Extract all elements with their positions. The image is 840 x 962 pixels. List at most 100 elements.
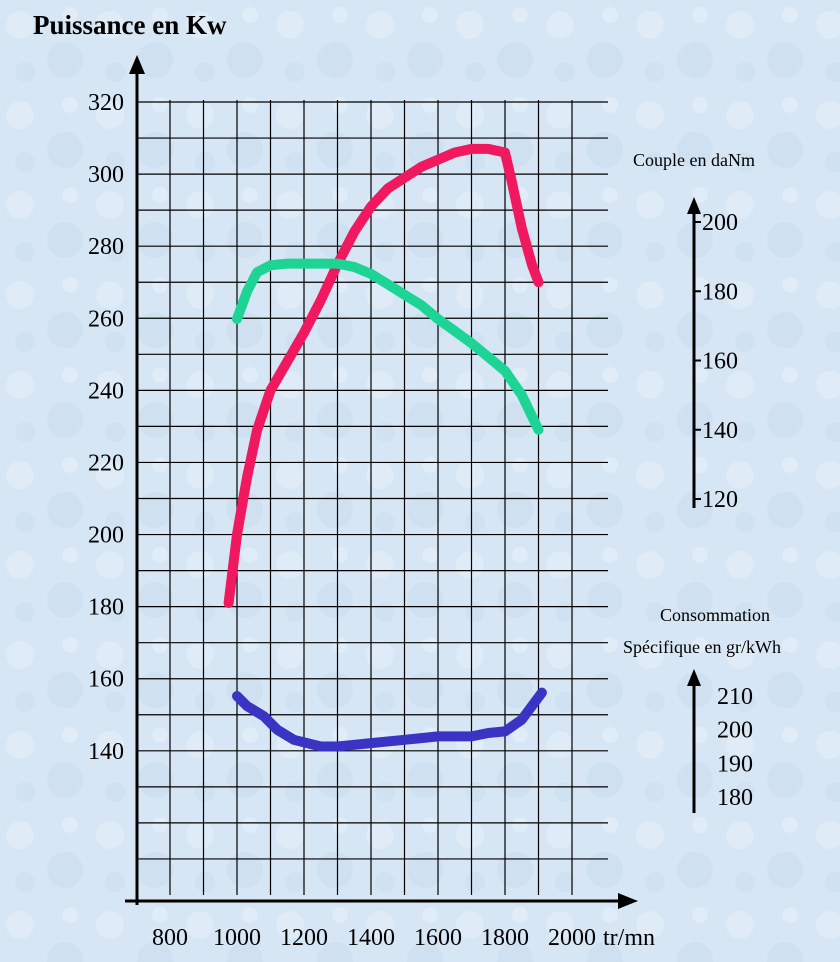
power-series-point: [437, 159, 439, 161]
consumption-series-point: [487, 732, 489, 734]
torque-tick-label: 180: [702, 279, 738, 305]
left-tick-label: 260: [88, 306, 124, 332]
consumption-tick-label: 190: [717, 751, 753, 777]
torque-series-point: [538, 429, 539, 431]
consumption-series-line: [232, 687, 547, 752]
consumption-series-point: [454, 735, 456, 737]
x-tick-label: 2000: [548, 925, 596, 951]
x-axis-arrow: [618, 893, 638, 909]
x-tick-label: 1000: [213, 925, 261, 951]
power-series-point: [246, 476, 248, 478]
consumption-series-point: [353, 744, 355, 746]
x-tick-label: 1600: [414, 925, 462, 951]
consumption-series-point: [246, 705, 248, 707]
series-lines: [223, 143, 547, 752]
power-series-point: [521, 227, 523, 229]
torque-series-point: [454, 330, 456, 332]
torque-series-point: [303, 263, 305, 265]
consumption-axis-title-line1: Consommation: [660, 605, 770, 625]
power-series-point: [504, 151, 506, 153]
consumption-series-point: [370, 742, 372, 744]
torque-series-point: [437, 318, 439, 320]
torque-series-point: [270, 264, 271, 266]
torque-series-point: [387, 283, 389, 285]
torque-series-point: [504, 370, 506, 372]
consumption-series-point: [541, 692, 543, 694]
power-series-point: [387, 188, 389, 190]
torque-axis-title: Couple en daNm: [633, 150, 755, 170]
torque-series-point: [521, 394, 523, 396]
power-series-point: [420, 166, 422, 168]
chart-title: Puissance en Kw: [33, 10, 227, 40]
torque-tick-label: 160: [702, 349, 738, 375]
x-tick-label: 1800: [481, 925, 529, 951]
axes: [125, 55, 701, 909]
consumption-series-point: [276, 729, 278, 731]
power-series-point: [531, 263, 533, 265]
x-tick-label: 1200: [280, 925, 328, 951]
torque-tick-label: 140: [702, 418, 738, 444]
torque-tick-label: 200: [702, 210, 738, 236]
consumption-axis-arrow: [687, 669, 701, 686]
torque-series-point: [471, 342, 472, 344]
torque-series-point: [246, 290, 248, 292]
left-tick-label: 300: [88, 162, 124, 188]
consumption-series-point: [471, 735, 472, 737]
torque-tick-label: 120: [702, 487, 738, 513]
power-series-point: [538, 281, 539, 283]
power-series-point: [320, 299, 322, 301]
consumption-tick-label: 200: [717, 718, 753, 744]
power-series-point: [471, 148, 472, 150]
left-tick-label: 320: [88, 90, 124, 116]
x-tick-label: 1400: [347, 925, 395, 951]
consumption-series-point: [320, 746, 322, 747]
consumption-series-point: [263, 715, 265, 717]
x-axis-label: tr/mn: [603, 925, 655, 951]
power-series-point: [511, 180, 513, 182]
consumption-series-point: [293, 739, 295, 741]
torque-series-point: [404, 294, 405, 296]
left-tick-label: 220: [88, 450, 124, 476]
torque-series-point: [353, 266, 355, 268]
consumption-axis-title-line2: Spécifique en gr/kWh: [623, 637, 781, 657]
power-series-point: [286, 361, 288, 363]
consumption-series-point: [236, 695, 238, 697]
consumption-series-point: [420, 737, 422, 739]
consumption-series-point: [337, 746, 338, 747]
torque-series-point: [256, 271, 258, 273]
torque-series-point: [370, 273, 372, 275]
consumption-series-point: [504, 730, 506, 732]
power-series-point: [353, 231, 355, 233]
power-series-point: [303, 332, 305, 334]
left-tick-label: 180: [88, 595, 124, 621]
left-tick-label: 160: [88, 667, 124, 693]
consumption-series-point: [404, 739, 405, 741]
consumption-series-point: [521, 719, 523, 721]
torque-series-point: [286, 263, 288, 265]
consumption-series-point: [437, 735, 439, 737]
grid: [135, 100, 608, 895]
power-series-point: [270, 389, 271, 391]
left-axis-arrow: [129, 55, 145, 74]
tick-labels: 140 160 180 200 220 240 260 280 300 320 800 1000 120…: [88, 90, 753, 951]
power-series-point: [228, 602, 230, 604]
torque-series-point: [487, 356, 489, 358]
power-series-point: [454, 151, 456, 153]
consumption-tick-label: 210: [717, 684, 753, 710]
power-series-point: [487, 148, 489, 150]
left-tick-label: 280: [88, 234, 124, 260]
x-tick-label: 800: [152, 925, 188, 951]
left-tick-label: 240: [88, 378, 124, 404]
torque-axis-arrow: [687, 197, 701, 214]
power-series-point: [404, 177, 405, 179]
left-tick-label: 200: [88, 523, 124, 549]
power-series-point: [256, 429, 258, 431]
power-series-point: [370, 206, 372, 208]
torque-series-point: [337, 263, 338, 265]
power-series-point: [236, 534, 238, 536]
left-tick-label: 140: [88, 739, 124, 765]
consumption-tick-label: 180: [717, 785, 753, 811]
